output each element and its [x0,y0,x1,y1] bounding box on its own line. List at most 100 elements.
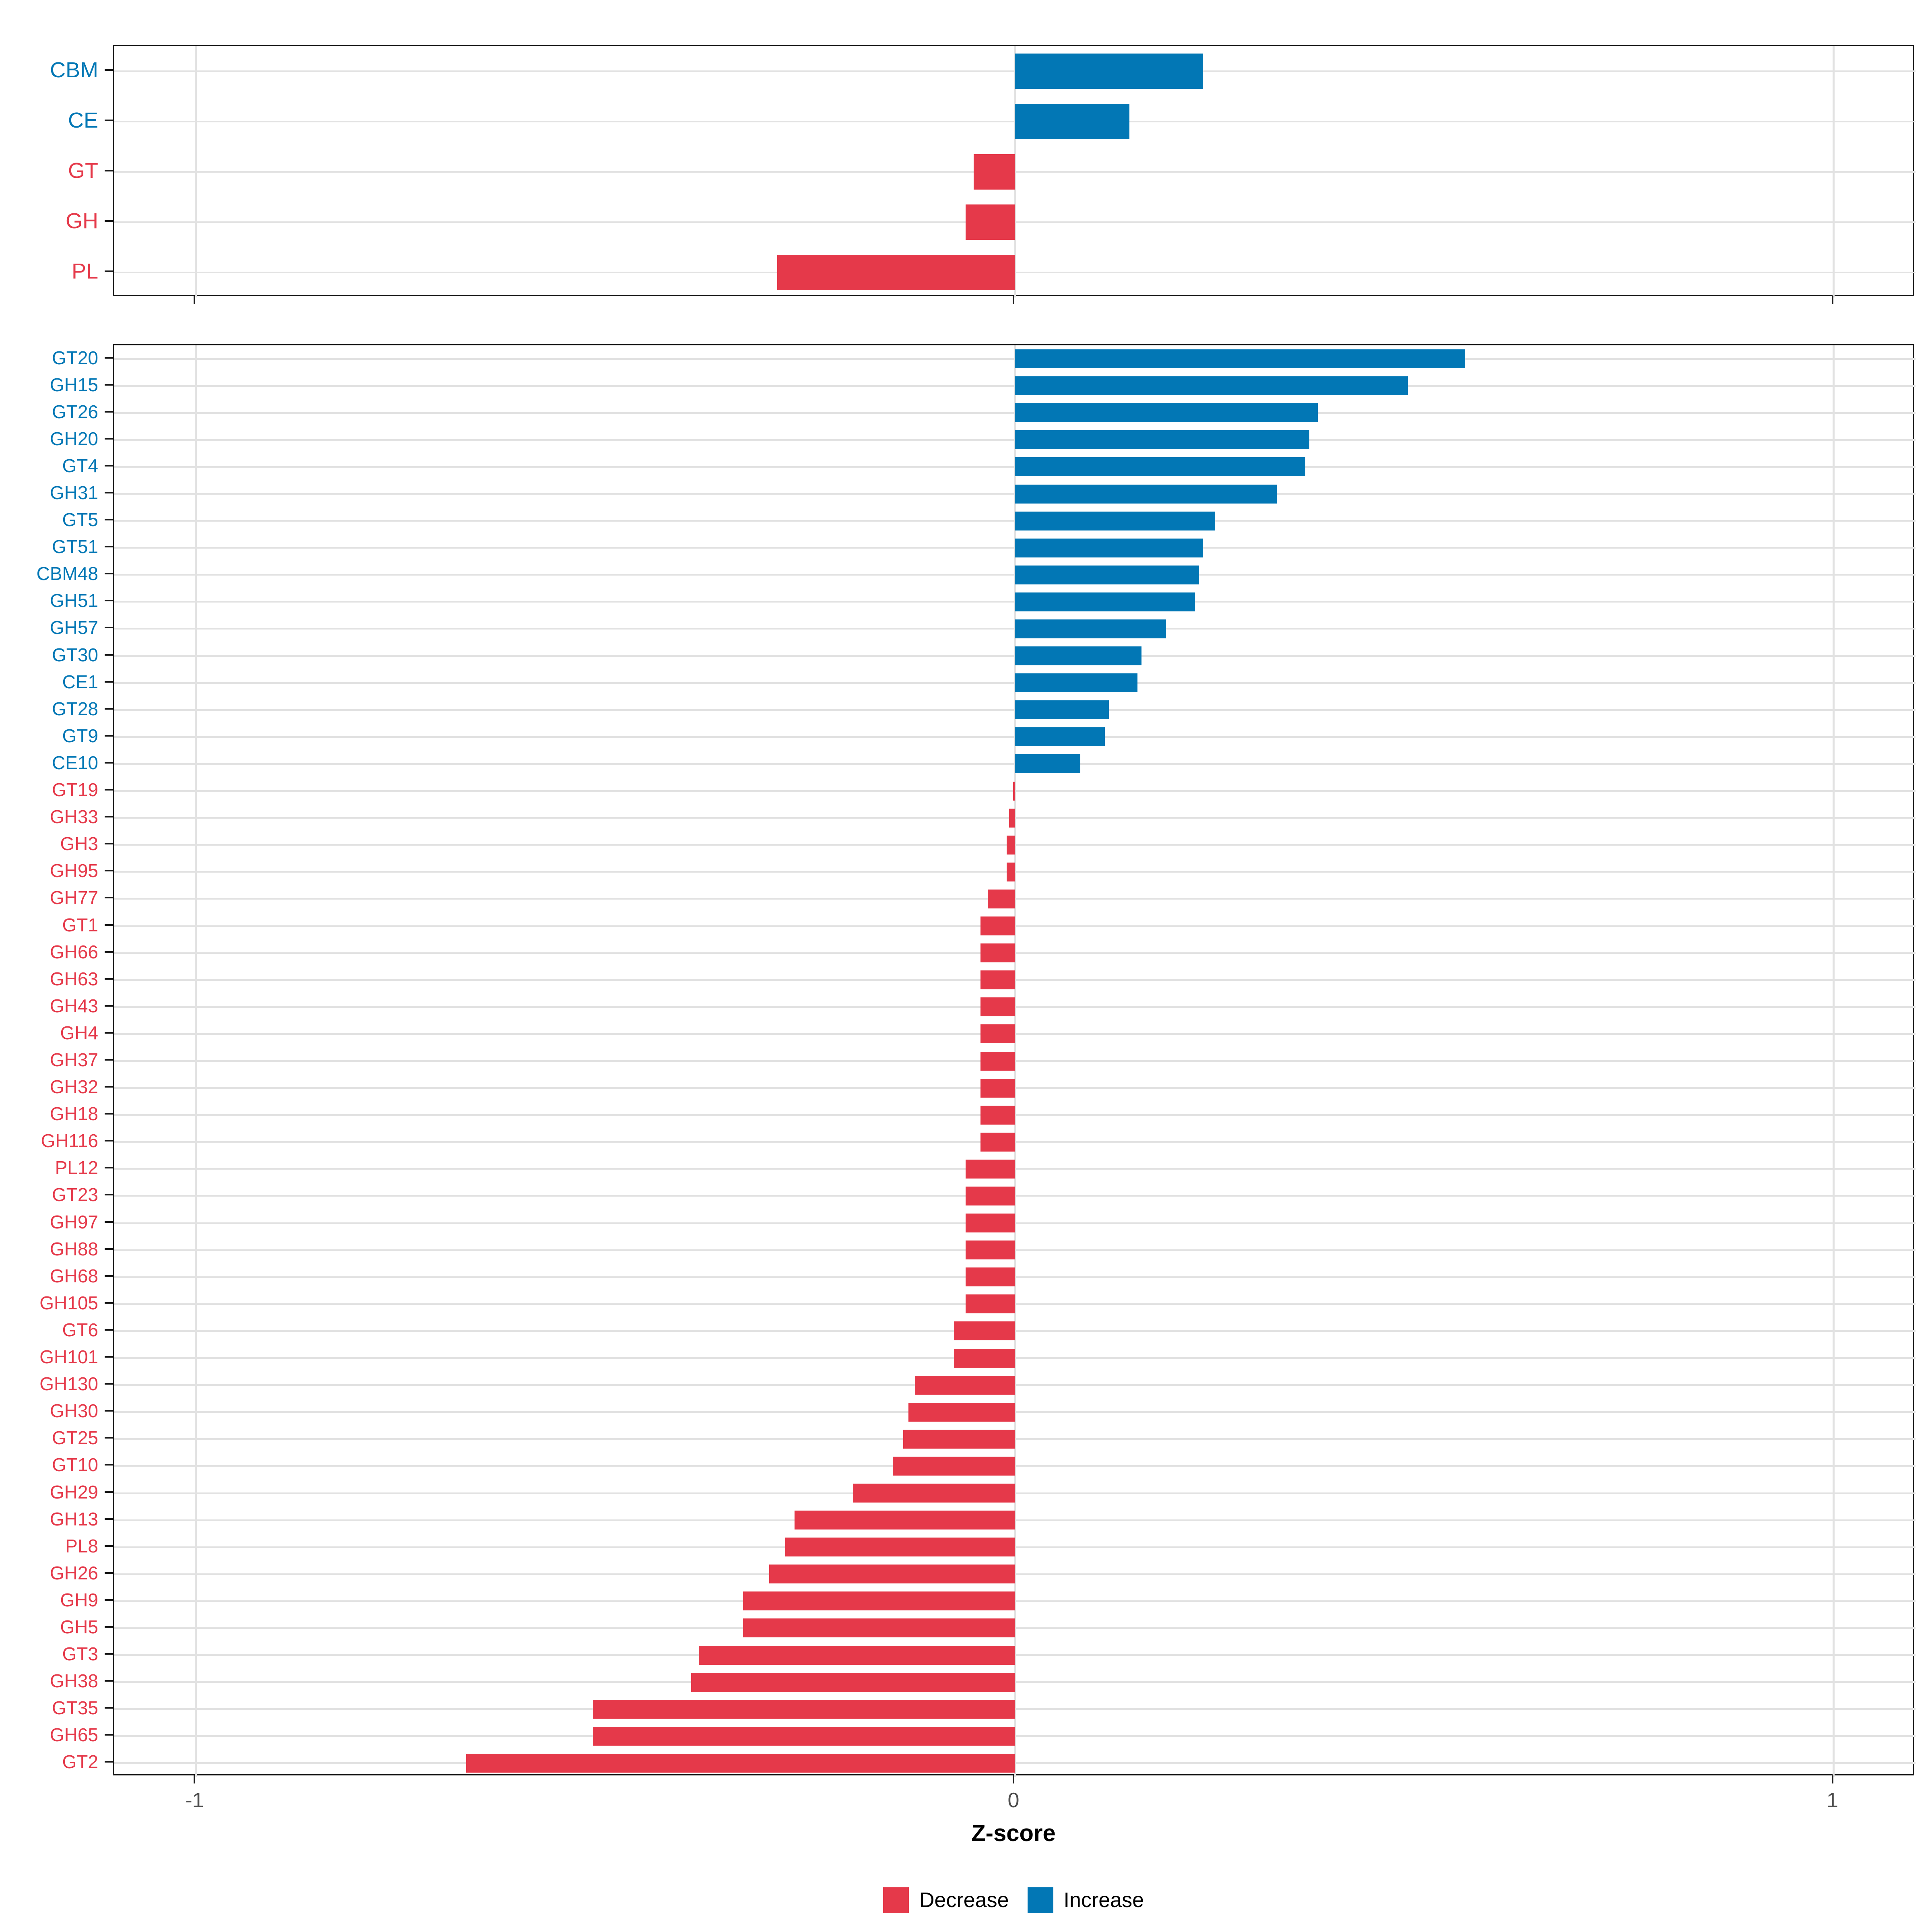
bar-GT9 [1015,727,1105,747]
bar-GH130 [914,1375,1015,1395]
bar-GH77 [987,889,1015,908]
legend-label-decrease: Decrease [919,1889,1009,1912]
row-label-GT4: GT4 [62,455,98,476]
row-label-GH13: GH13 [50,1508,98,1530]
bar-GT26 [1015,403,1318,423]
horizontal-gridline [114,1465,1915,1467]
x-axis-tick [1013,296,1014,304]
row-label-GT5: GT5 [62,509,98,530]
y-axis-tick [105,69,113,71]
bar-GH20 [1015,430,1310,450]
bar-GT6 [954,1321,1015,1341]
horizontal-gridline [114,790,1915,792]
row-label-GH15: GH15 [50,374,98,395]
y-axis-tick [105,270,113,272]
bar-GT20 [1015,349,1465,369]
bar-GH5 [743,1618,1015,1638]
horizontal-gridline [114,1546,1915,1548]
row-label-GH95: GH95 [50,860,98,881]
bar-GT [974,154,1015,190]
row-label-GH105: GH105 [39,1292,98,1313]
families-panel [113,344,1915,1777]
bar-GH51 [1015,592,1195,611]
bar-GH68 [965,1267,1015,1287]
bar-GH101 [954,1348,1015,1368]
row-label-GH37: GH37 [50,1049,98,1070]
bar-GH29 [853,1484,1015,1503]
y-axis-tick [105,978,113,980]
y-axis-tick [105,411,113,413]
y-axis-tick [105,1761,113,1763]
horizontal-gridline [114,1330,1915,1332]
horizontal-gridline [114,1168,1915,1170]
row-label-GT20: GT20 [52,347,98,368]
horizontal-gridline [114,871,1915,873]
bar-GH116 [980,1132,1015,1152]
row-label-GH66: GH66 [50,941,98,962]
y-axis-tick [105,870,113,872]
row-label-CE10: CE10 [52,752,98,773]
y-axis-tick [105,492,113,494]
y-axis-tick [105,438,113,440]
y-axis-tick [105,1194,113,1196]
row-label-GT26: GT26 [52,401,98,422]
row-label-GH9: GH9 [60,1589,98,1610]
row-label-GH65: GH65 [50,1724,98,1746]
y-axis-tick [105,924,113,926]
y-axis-tick [105,654,113,656]
row-label-GT2: GT2 [62,1751,98,1773]
horizontal-gridline [114,171,1915,173]
bar-GT3 [698,1645,1015,1665]
horizontal-gridline [114,221,1915,223]
y-axis-tick [105,816,113,818]
y-axis-tick [105,951,113,953]
bar-GT28 [1015,700,1109,720]
legend-swatch-decrease [883,1887,909,1913]
row-label-CE1: CE1 [62,671,98,692]
y-axis-tick [105,843,113,845]
y-axis-tick [105,1518,113,1520]
row-label-GH29: GH29 [50,1481,98,1503]
y-axis-tick [105,1275,113,1277]
row-label-GT51: GT51 [52,536,98,557]
y-axis-tick [105,1626,113,1628]
row-label-GT1: GT1 [62,914,98,935]
horizontal-gridline [114,1735,1915,1737]
row-label-GH77: GH77 [50,887,98,908]
legend-item-decrease: Decrease [883,1887,1009,1913]
bar-GH88 [965,1241,1015,1260]
x-axis-tick [1831,296,1833,304]
y-axis-tick [105,1680,113,1682]
row-label-GT: GT [68,159,98,183]
y-axis-tick [105,357,113,359]
horizontal-gridline [114,1411,1915,1413]
row-label-GT6: GT6 [62,1319,98,1340]
horizontal-gridline [114,1573,1915,1575]
horizontal-gridline [114,844,1915,846]
y-axis-tick [105,1248,113,1250]
x-axis-tick [194,296,196,304]
row-label-GH88: GH88 [50,1238,98,1259]
y-axis-tick [105,1113,113,1115]
bar-CBM48 [1015,565,1199,584]
horizontal-gridline [114,1033,1915,1035]
row-label-CBM: CBM [50,58,98,83]
row-label-GT19: GT19 [52,779,98,801]
row-label-GH20: GH20 [50,428,98,449]
y-axis-tick [105,170,113,171]
x-tick-label: 1 [1827,1789,1838,1812]
y-axis-tick [105,546,113,548]
row-label-GH101: GH101 [39,1346,98,1368]
y-axis-tick [105,120,113,122]
row-label-PL: PL [71,259,98,283]
row-label-GH26: GH26 [50,1562,98,1583]
bar-CE1 [1015,673,1138,693]
bar-CBM [1015,54,1203,89]
bar-GT4 [1015,457,1306,477]
row-label-GH4: GH4 [60,1022,98,1043]
bar-GT19 [1013,781,1015,801]
horizontal-gridline [114,271,1915,273]
row-label-GT23: GT23 [52,1184,98,1205]
y-axis-tick [105,789,113,791]
